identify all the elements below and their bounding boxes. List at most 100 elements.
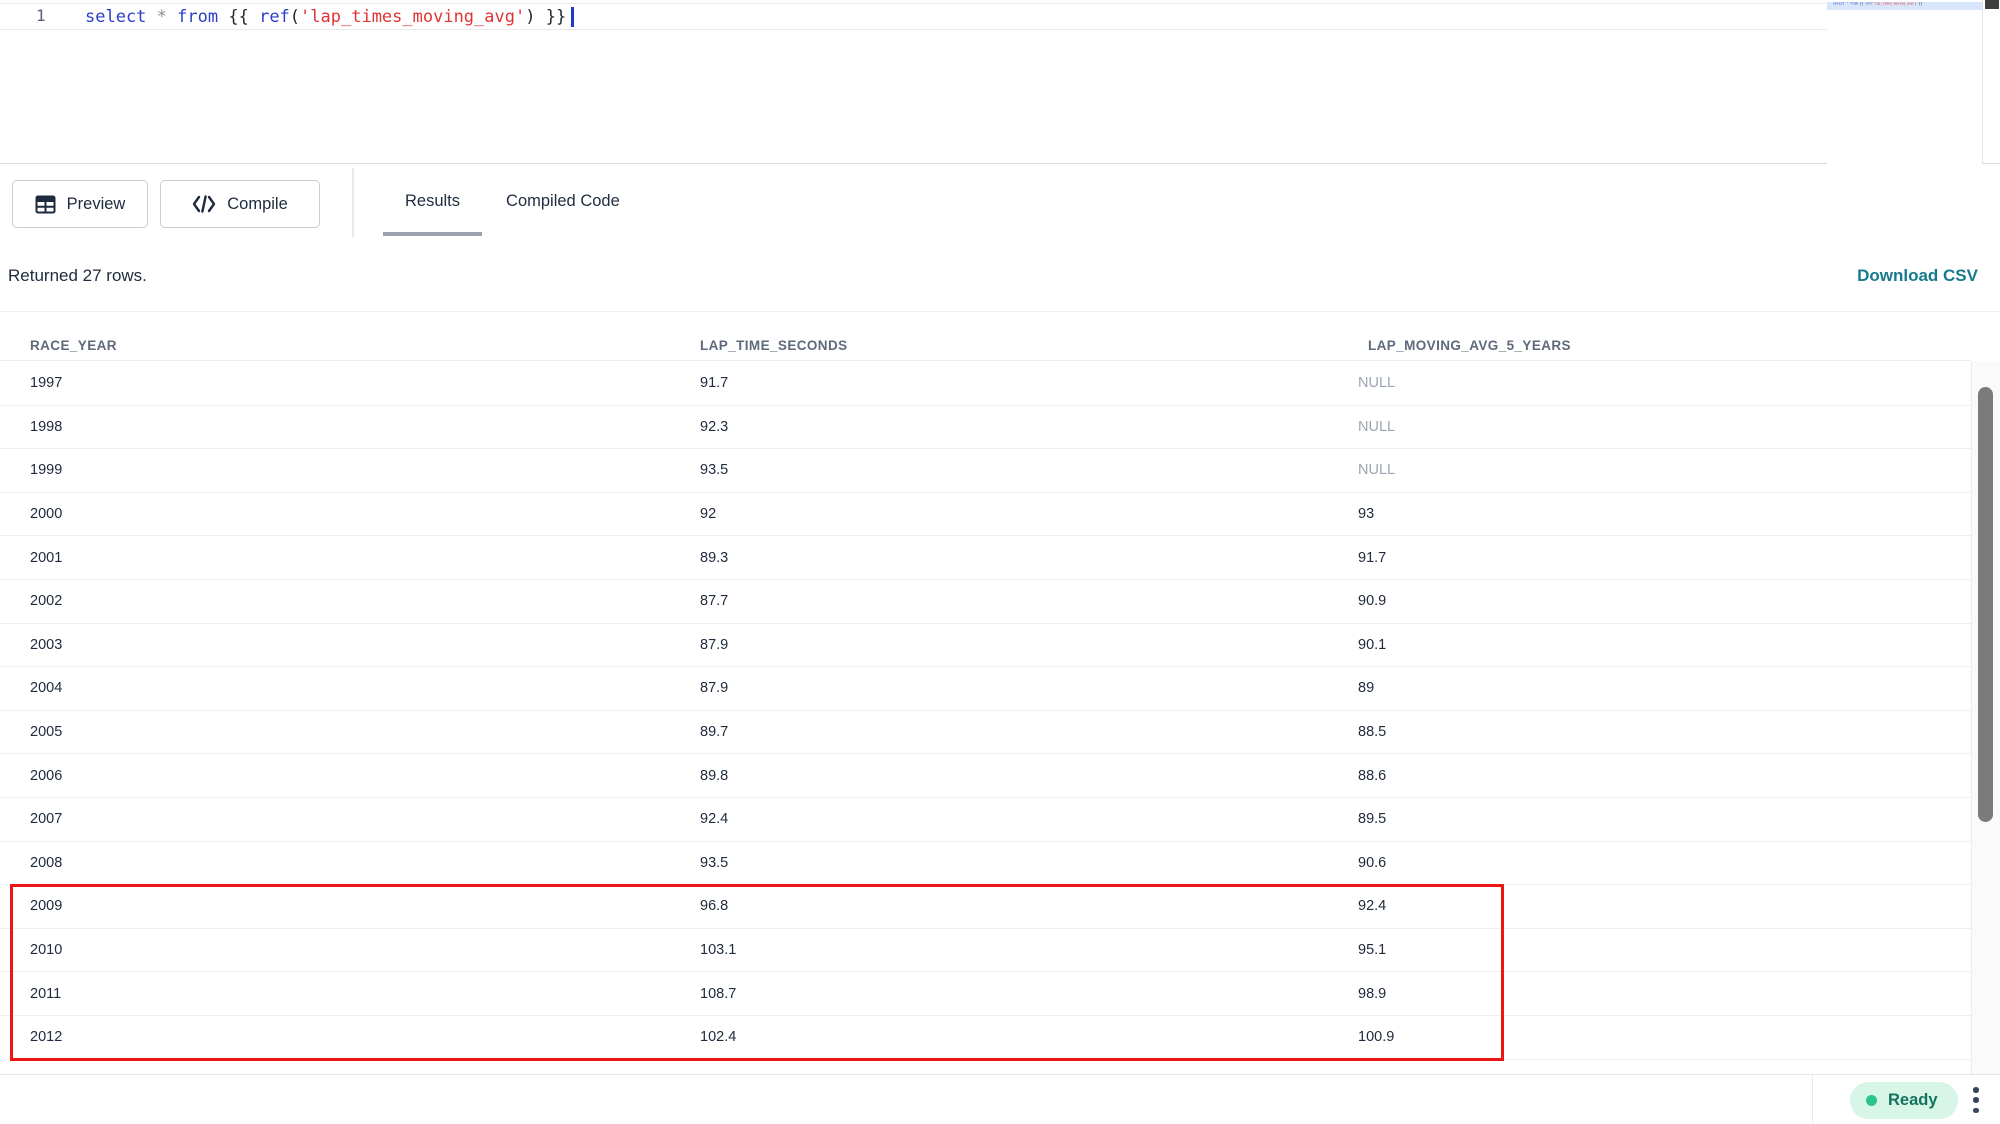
code-token: }}: [1916, 2, 1923, 6]
table-cell: 88.6: [1358, 767, 1387, 784]
table-row: 2011 108.7 98.9: [0, 972, 1971, 1016]
table-cell: 90.9: [1358, 593, 1387, 610]
code-token: ): [525, 7, 536, 27]
table-cell: 95.1: [1358, 942, 1387, 959]
table-cell: 100.9: [1358, 1029, 1395, 1046]
table-cell: 2008: [30, 854, 63, 871]
table-cell: 2011: [30, 985, 62, 1002]
code-token: *: [1846, 2, 1849, 6]
table-cell: 98.9: [1358, 985, 1387, 1002]
toolbar-divider: [352, 168, 354, 237]
table-cell: 2002: [30, 593, 63, 610]
status-badge[interactable]: Ready: [1850, 1082, 1958, 1119]
code-token: from: [1850, 2, 1858, 6]
table-cell: 102.4: [700, 1029, 737, 1046]
code-line[interactable]: select * from {{ ref('lap_times_moving_a…: [85, 5, 574, 29]
table-row: 2012 102.4 100.9: [0, 1016, 1971, 1060]
results-scrollbar-thumb[interactable]: [1978, 387, 1993, 822]
minimap-code-line: select * from {{ ref('lap_times_moving_a…: [1833, 2, 1922, 6]
table-row: 2001 89.3 91.7: [0, 536, 1971, 580]
table-cell: 1997: [30, 375, 63, 392]
editor-scrollbar[interactable]: [1984, 0, 2000, 164]
status-label: Ready: [1888, 1091, 1938, 1109]
code-token: [146, 7, 156, 27]
preview-button[interactable]: Preview: [12, 180, 148, 228]
table-cell: NULL: [1358, 462, 1396, 479]
table-row: 2006 89.8 88.6: [0, 754, 1971, 798]
active-line-highlight: [0, 3, 1827, 30]
table-cell: 89.7: [700, 724, 729, 741]
table-body: 1997 91.7 NULL 1998 92.3 NULL 1999 93.5 NULL 2000…: [0, 362, 1971, 1060]
tabs: Results Compiled Code: [382, 165, 620, 237]
table-row: 1999 93.5 NULL: [0, 449, 1971, 493]
table-cell: 2010: [30, 942, 63, 959]
compile-button[interactable]: Compile: [160, 180, 320, 228]
table-cell: 87.9: [700, 680, 729, 697]
table-cell: 1998: [30, 418, 63, 435]
table-cell: 87.9: [700, 636, 729, 653]
table-cell: 87.7: [700, 593, 729, 610]
table-cell: 91.7: [1358, 549, 1387, 566]
table-cell: 90.1: [1358, 636, 1387, 653]
minimap-divider: [1982, 0, 1983, 164]
table-cell: 89.3: [700, 549, 729, 566]
table-cell: NULL: [1358, 375, 1396, 392]
table-cell: 91.7: [700, 375, 729, 392]
code-token: select: [1833, 2, 1845, 6]
download-csv-link[interactable]: Download CSV: [1857, 266, 1978, 285]
table-row: 2000 92 93: [0, 493, 1971, 537]
text-cursor: [571, 7, 574, 27]
table-cell: 92.3: [700, 418, 729, 435]
table-row: 2002 87.7 90.9: [0, 580, 1971, 624]
preview-button-label: Preview: [66, 194, 126, 213]
editor-scrollbar-thumb[interactable]: [1985, 0, 1999, 9]
overflow-menu-icon[interactable]: [1968, 1087, 1984, 1113]
table-cell: 88.5: [1358, 724, 1387, 741]
table-cell: 2009: [30, 898, 63, 915]
status-bar: Ready: [0, 1074, 2000, 1124]
table-cell: 92.4: [1358, 898, 1387, 915]
code-token: 'lap_times_moving_avg': [300, 7, 526, 27]
table-cell: NULL: [1358, 418, 1396, 435]
code-token: }}: [535, 7, 567, 27]
code-token: (: [1870, 2, 1873, 6]
results-scrollbar[interactable]: [1971, 361, 2000, 1074]
code-token: {{: [218, 7, 260, 27]
table-icon: [35, 195, 56, 213]
table-row: 2010 103.1 95.1: [0, 929, 1971, 973]
table-cell: 93.5: [700, 854, 729, 871]
table-cell: 108.7: [700, 985, 737, 1002]
code-token: [167, 7, 177, 27]
table-cell: 103.1: [700, 942, 737, 959]
table-cell: 92: [700, 506, 717, 523]
row-count-summary: Returned 27 rows.: [8, 266, 147, 285]
code-editor[interactable]: 1 select * from {{ ref('lap_times_moving…: [0, 0, 2000, 164]
table-row: 1997 91.7 NULL: [0, 362, 1971, 406]
code-token: ref: [259, 7, 290, 27]
table-cell: 90.6: [1358, 854, 1387, 871]
status-bar-divider: [1812, 1075, 1813, 1124]
table-cell: 2012: [30, 1029, 63, 1046]
status-dot-icon: [1866, 1095, 1877, 1106]
code-token: select: [85, 7, 147, 27]
column-header: RACE_YEAR: [30, 337, 117, 353]
table-row: 2004 87.9 89: [0, 667, 1971, 711]
table-cell: 93: [1358, 506, 1375, 523]
table-cell: 2005: [30, 724, 63, 741]
results-toolbar: Preview Compile Results Compiled Code: [0, 165, 2000, 237]
column-header: LAP_MOVING_AVG_5_YEARS: [1368, 337, 1571, 353]
tab-compiled-code[interactable]: Compiled Code: [506, 191, 620, 210]
column-header: LAP_TIME_SECONDS: [700, 337, 848, 353]
table-cell: 2001: [30, 549, 63, 566]
code-token: ref: [1865, 2, 1871, 6]
table-cell: 2003: [30, 636, 63, 653]
table-cell: 2004: [30, 680, 63, 697]
table-cell: 96.8: [700, 898, 729, 915]
minimap[interactable]: select * from {{ ref('lap_times_moving_a…: [1827, 0, 1982, 164]
tab-results[interactable]: Results: [382, 165, 483, 237]
code-token: {{: [1857, 2, 1866, 6]
code-token: from: [177, 7, 219, 27]
line-number: 1: [36, 6, 46, 25]
table-cell: 89.5: [1358, 811, 1387, 828]
results-meta: Returned 27 rows. Download CSV: [0, 250, 2000, 305]
